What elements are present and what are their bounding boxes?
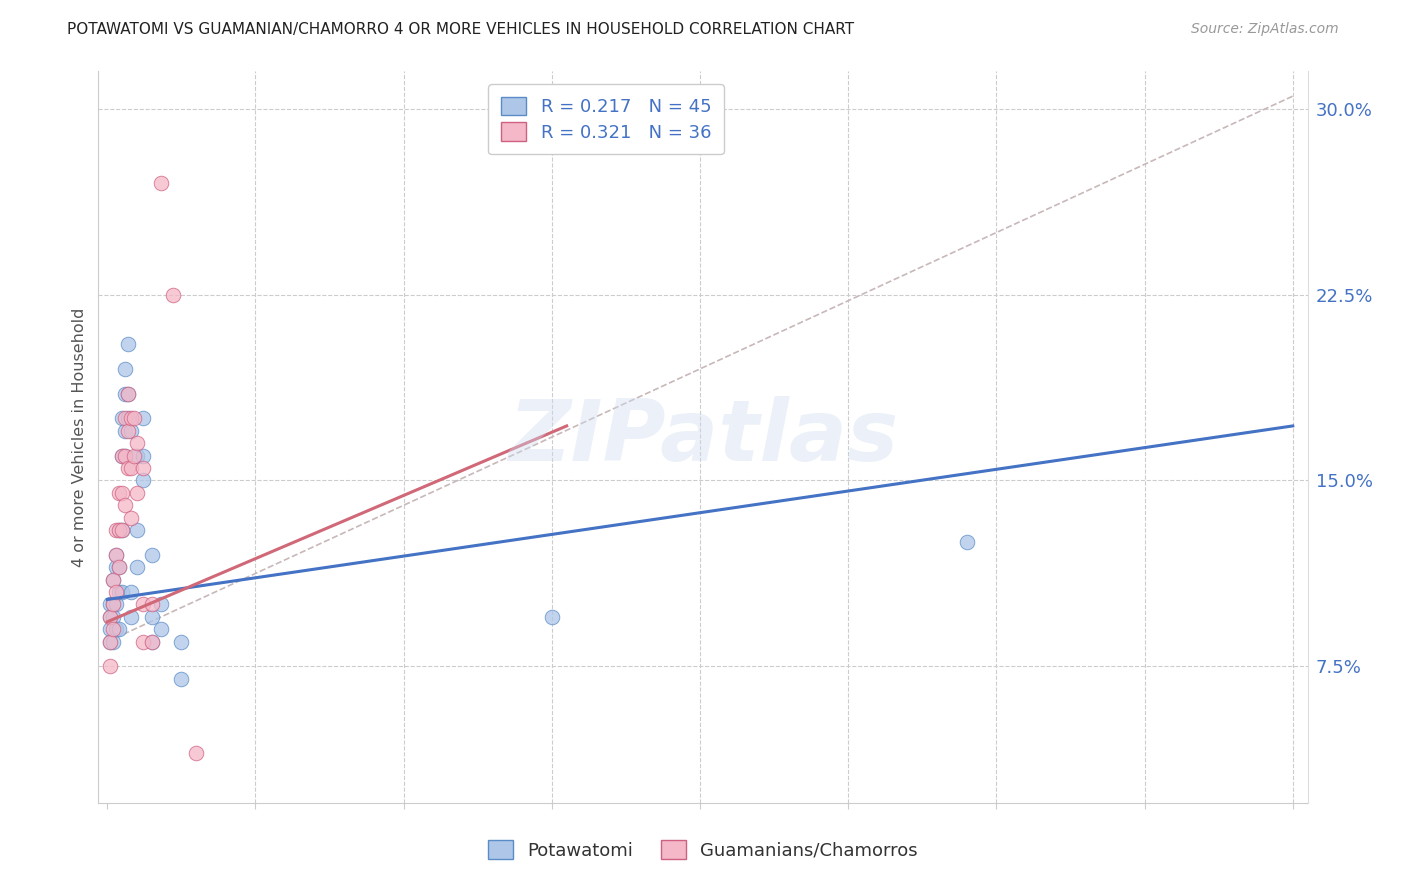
Point (125, 449, 148, 463)
Point (111, 523, 134, 537)
Point (132, 461, 155, 475)
Point (120, 585, 142, 599)
Point (98, 659, 121, 673)
Point (114, 362, 136, 376)
Point (114, 411, 136, 425)
Point (114, 386, 136, 401)
Point (98, 598, 121, 612)
Point (122, 449, 145, 463)
Point (105, 548, 128, 562)
Point (103, 573, 125, 587)
Point (132, 634, 155, 648)
Point (114, 449, 136, 463)
Point (117, 461, 139, 475)
Y-axis label: 4 or more Vehicles in Household: 4 or more Vehicles in Household (72, 308, 87, 566)
Point (117, 386, 139, 401)
Point (105, 560, 128, 574)
Point (125, 523, 148, 537)
Text: POTAWATOMI VS GUAMANIAN/CHAMORRO 4 OR MORE VEHICLES IN HOUSEHOLD CORRELATION CHA: POTAWATOMI VS GUAMANIAN/CHAMORRO 4 OR MO… (67, 22, 855, 37)
Point (170, 634, 193, 648)
Point (108, 523, 131, 537)
Point (108, 560, 131, 574)
Point (105, 523, 128, 537)
Point (108, 486, 131, 500)
Point (117, 411, 139, 425)
Point (141, 634, 163, 648)
Point (120, 510, 142, 524)
Point (141, 634, 163, 648)
Point (125, 486, 148, 500)
Point (117, 337, 139, 351)
Point (956, 535, 979, 549)
Point (117, 424, 139, 438)
Point (162, 287, 184, 301)
Point (132, 474, 155, 488)
Point (117, 386, 139, 401)
Point (103, 622, 125, 636)
Point (108, 622, 131, 636)
Point (132, 449, 155, 463)
Point (132, 411, 155, 425)
Point (105, 622, 128, 636)
Point (149, 176, 172, 190)
Point (103, 610, 125, 624)
Point (149, 598, 172, 612)
Point (105, 548, 128, 562)
Point (122, 411, 145, 425)
Point (98, 622, 121, 636)
Point (103, 634, 125, 648)
Point (111, 585, 134, 599)
Point (111, 449, 134, 463)
Point (98, 610, 121, 624)
Point (111, 449, 134, 463)
Point (103, 573, 125, 587)
Point (103, 598, 125, 612)
Point (141, 598, 163, 612)
Text: ZIPatlas: ZIPatlas (508, 395, 898, 479)
Point (132, 598, 155, 612)
Point (98, 610, 121, 624)
Point (114, 498, 136, 512)
Point (111, 523, 134, 537)
Point (114, 449, 136, 463)
Point (98, 634, 121, 648)
Point (105, 585, 128, 599)
Point (141, 610, 163, 624)
Text: Source: ZipAtlas.com: Source: ZipAtlas.com (1191, 22, 1339, 37)
Legend: Potawatomi, Guamanians/Chamorros: Potawatomi, Guamanians/Chamorros (481, 833, 925, 867)
Point (170, 672, 193, 686)
Point (149, 622, 172, 636)
Point (120, 461, 142, 475)
Point (111, 486, 134, 500)
Point (120, 424, 142, 438)
Point (186, 746, 208, 760)
Point (108, 585, 131, 599)
Point (125, 560, 148, 574)
Point (103, 598, 125, 612)
Point (540, 610, 562, 624)
Point (105, 598, 128, 612)
Point (120, 610, 142, 624)
Point (114, 424, 136, 438)
Point (125, 436, 148, 450)
Point (141, 548, 163, 562)
Point (108, 560, 131, 574)
Point (120, 411, 142, 425)
Point (111, 411, 134, 425)
Point (108, 523, 131, 537)
Point (98, 634, 121, 648)
